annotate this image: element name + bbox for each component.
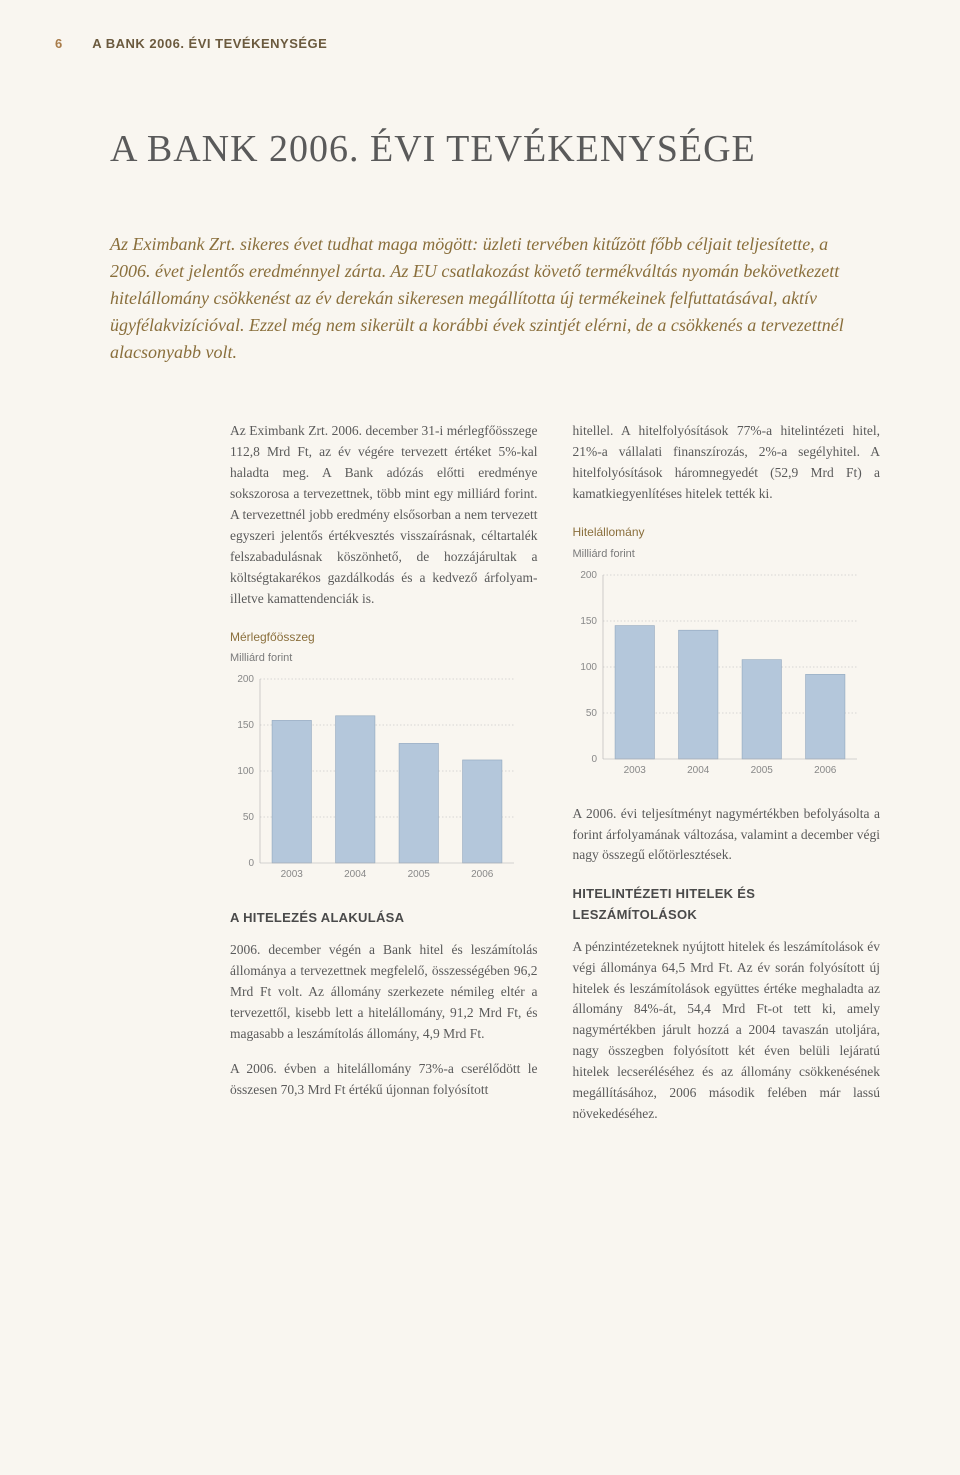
left-column: Az Eximbank Zrt. 2006. december 31-i mér…: [230, 421, 538, 1139]
svg-text:100: 100: [237, 766, 254, 777]
svg-text:2005: 2005: [408, 869, 431, 880]
chart-subtitle: Milliárd forint: [230, 650, 538, 667]
page-header: 6 A BANK 2006. ÉVI TEVÉKENYSÉGE: [55, 35, 905, 53]
svg-text:100: 100: [580, 662, 597, 673]
section-heading: HITELINTÉZETI HITELEK ÉS LESZÁMÍTOLÁSOK: [573, 884, 881, 924]
svg-text:2006: 2006: [471, 869, 494, 880]
svg-text:2004: 2004: [687, 765, 710, 776]
chart-title: Mérlegfőösszeg: [230, 628, 538, 647]
svg-text:2003: 2003: [281, 869, 304, 880]
lede-paragraph: Az Eximbank Zrt. sikeres évet tudhat mag…: [110, 231, 850, 366]
two-column-layout: Az Eximbank Zrt. 2006. december 31-i mér…: [230, 421, 880, 1139]
section-heading: A HITELEZÉS ALAKULÁSA: [230, 908, 538, 928]
svg-text:0: 0: [248, 858, 254, 869]
body-paragraph: 2006. december végén a Bank hitel és les…: [230, 940, 538, 1045]
svg-text:150: 150: [580, 616, 597, 627]
chart-hitelallomany: Hitelállomány Milliárd forint 0 50 100 150 2…: [573, 523, 881, 786]
svg-text:2006: 2006: [814, 765, 837, 776]
svg-text:50: 50: [585, 708, 597, 719]
svg-text:50: 50: [243, 812, 255, 823]
page-number: 6: [55, 35, 62, 53]
body-paragraph: Az Eximbank Zrt. 2006. december 31-i mér…: [230, 421, 538, 609]
chart-title: Hitelállomány: [573, 523, 881, 542]
chart-merlegfoosszeg: Mérlegfőösszeg Milliárd forint 0 50 100 150…: [230, 628, 538, 891]
svg-text:200: 200: [237, 674, 254, 685]
svg-text:2005: 2005: [750, 765, 773, 776]
svg-text:0: 0: [591, 754, 597, 765]
bar-chart-svg: 0 50 100 150 200 2003 2004 2005 2006: [573, 569, 863, 779]
svg-text:150: 150: [237, 720, 254, 731]
section-eyebrow: A BANK 2006. ÉVI TEVÉKENYSÉGE: [92, 35, 327, 53]
svg-text:200: 200: [580, 570, 597, 581]
body-paragraph: hitellel. A hitelfolyósítások 77%-a hite…: [573, 421, 881, 505]
svg-text:2004: 2004: [344, 869, 367, 880]
page-title: A BANK 2006. ÉVI TEVÉKENYSÉGE: [110, 123, 905, 176]
body-paragraph: A 2006. évi teljesítményt nagymértékben …: [573, 804, 881, 867]
bar-chart-svg: 0 50 100 150 200 2003 2004 2005 2006: [230, 673, 520, 883]
right-column: hitellel. A hitelfolyósítások 77%-a hite…: [573, 421, 881, 1139]
body-paragraph: A 2006. évben a hitelállomány 73%-a cser…: [230, 1059, 538, 1101]
body-paragraph: A pénzintézeteknek nyújtott hitelek és l…: [573, 937, 881, 1125]
chart-subtitle: Milliárd forint: [573, 546, 881, 563]
svg-text:2003: 2003: [623, 765, 646, 776]
